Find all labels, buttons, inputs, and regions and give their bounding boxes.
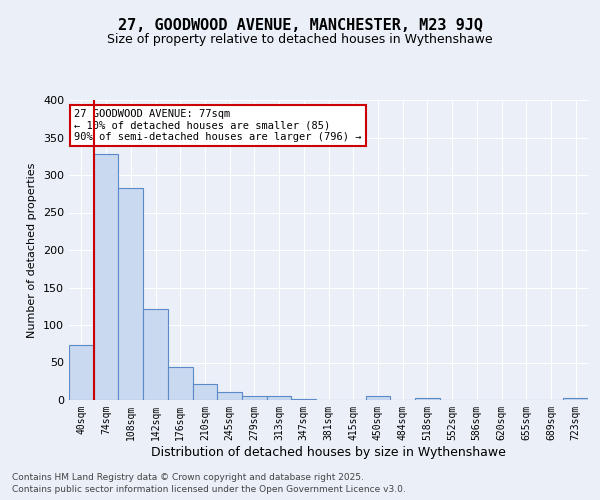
Text: 27 GOODWOOD AVENUE: 77sqm
← 10% of detached houses are smaller (85)
90% of semi-: 27 GOODWOOD AVENUE: 77sqm ← 10% of detac… — [74, 109, 362, 142]
Y-axis label: Number of detached properties: Number of detached properties — [28, 162, 37, 338]
Text: 27, GOODWOOD AVENUE, MANCHESTER, M23 9JQ: 27, GOODWOOD AVENUE, MANCHESTER, M23 9JQ — [118, 18, 482, 32]
Bar — [415, 398, 440, 400]
Bar — [143, 309, 168, 400]
Bar — [168, 367, 193, 400]
Bar — [365, 396, 390, 400]
Bar — [292, 398, 316, 400]
Text: Contains HM Land Registry data © Crown copyright and database right 2025.: Contains HM Land Registry data © Crown c… — [12, 472, 364, 482]
Bar — [69, 344, 94, 400]
Bar — [217, 392, 242, 400]
Bar — [242, 396, 267, 400]
Bar — [94, 154, 118, 400]
Bar — [267, 396, 292, 400]
Text: Size of property relative to detached houses in Wythenshawe: Size of property relative to detached ho… — [107, 32, 493, 46]
X-axis label: Distribution of detached houses by size in Wythenshawe: Distribution of detached houses by size … — [151, 446, 506, 458]
Bar — [193, 384, 217, 400]
Bar — [118, 188, 143, 400]
Text: Contains public sector information licensed under the Open Government Licence v3: Contains public sector information licen… — [12, 485, 406, 494]
Bar — [563, 398, 588, 400]
